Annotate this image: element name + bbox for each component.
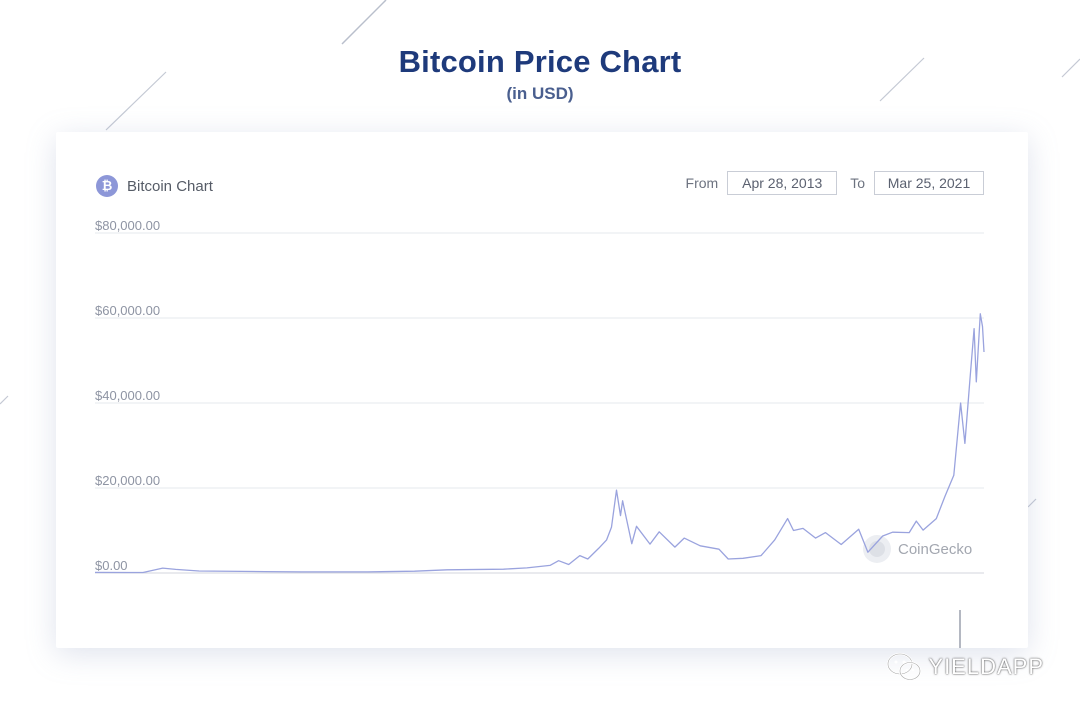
y-tick-label: $40,000.00 — [95, 388, 160, 403]
coingecko-watermark: CoinGecko — [863, 535, 972, 563]
to-label: To — [850, 175, 865, 191]
date-range: From Apr 28, 2013 To Mar 25, 2021 — [677, 171, 984, 195]
brand-watermark: YIELDAPP — [886, 652, 1044, 682]
from-date-input[interactable]: Apr 28, 2013 — [727, 171, 838, 195]
brand-name: YIELDAPP — [928, 654, 1044, 679]
chart-name: Bitcoin Chart — [127, 177, 213, 195]
wechat-icon — [887, 652, 922, 681]
watermark-text: CoinGecko — [898, 541, 972, 558]
price-chart: $0.00 $20,000.00 $40,000.00 $60,000.00 $80,0… — [94, 218, 985, 648]
y-tick-label: $0.00 — [95, 558, 128, 573]
chart-card: ₿ Bitcoin Chart From Apr 28, 2013 To Mar… — [56, 132, 1028, 648]
chart-header: ₿ Bitcoin Chart — [96, 175, 213, 197]
y-tick-label: $20,000.00 — [95, 473, 160, 488]
y-tick-label: $80,000.00 — [95, 218, 160, 233]
y-tick-label: $60,000.00 — [95, 303, 160, 318]
page-title: Bitcoin Price Chart — [398, 44, 682, 79]
page-subtitle: (in USD) — [506, 84, 574, 103]
bitcoin-icon: ₿ — [96, 175, 118, 197]
to-date-input[interactable]: Mar 25, 2021 — [874, 171, 984, 195]
from-label: From — [685, 175, 719, 191]
series-line-bitcoin — [94, 313, 985, 574]
